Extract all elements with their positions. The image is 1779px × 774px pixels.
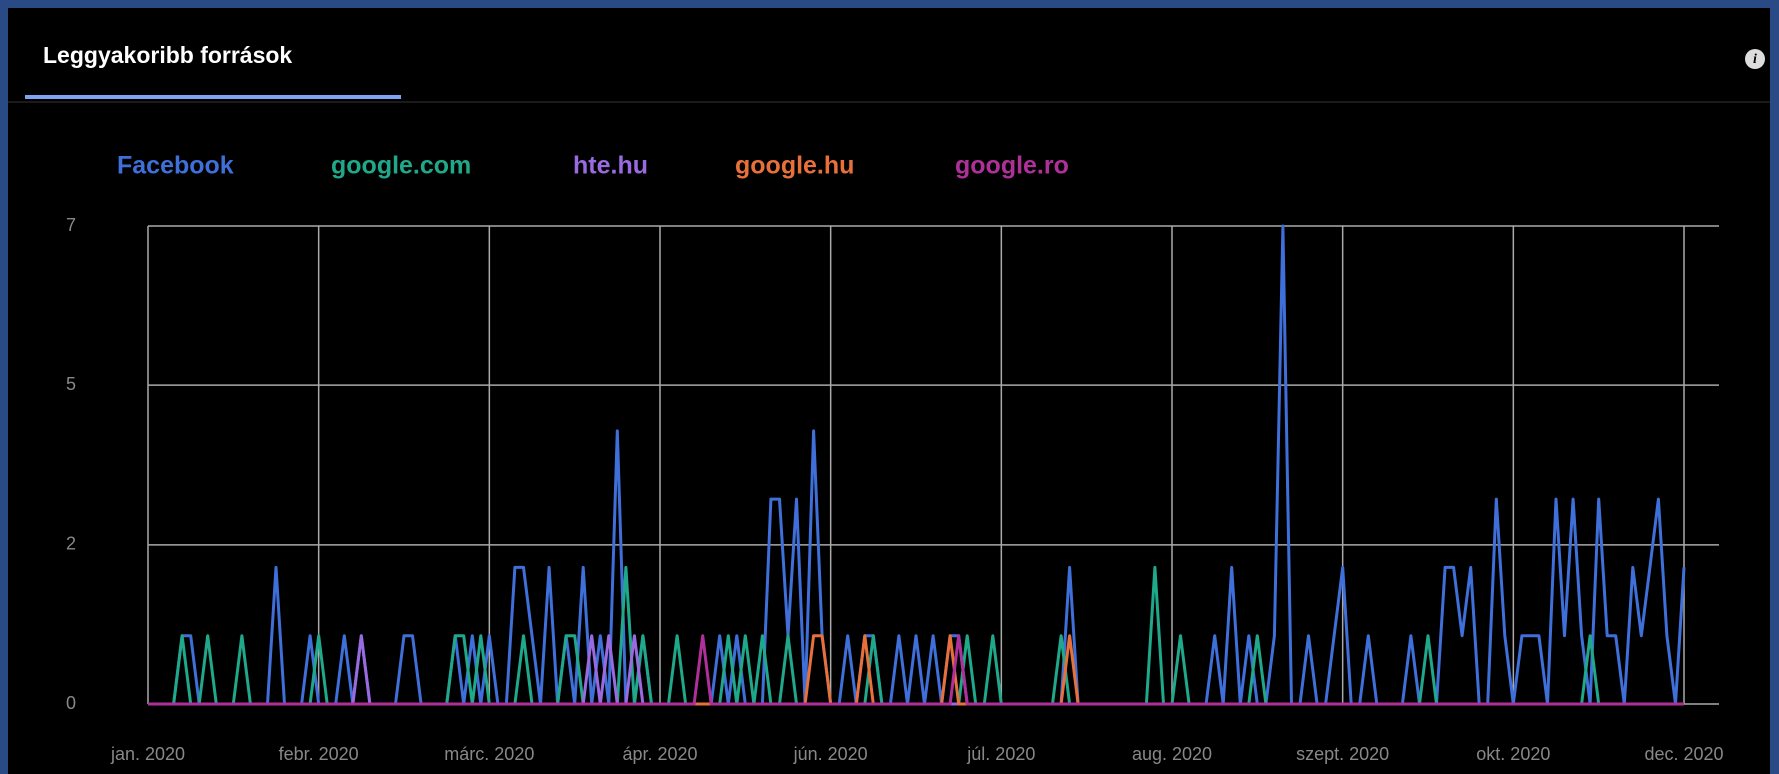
x-tick-label: dec. 2020	[1644, 744, 1723, 764]
series-line	[148, 224, 1686, 706]
x-tick-label: jún. 2020	[793, 744, 868, 764]
y-tick-label: 5	[66, 374, 76, 394]
x-tick-label: febr. 2020	[279, 744, 359, 764]
info-glyph: i	[1753, 52, 1757, 67]
x-tick-label: szept. 2020	[1296, 744, 1389, 764]
y-tick-label: 0	[66, 693, 76, 713]
tab-underline	[25, 95, 401, 99]
tab-title[interactable]: Leggyakoribb források	[43, 42, 292, 68]
x-tick-label: júl. 2020	[966, 744, 1035, 764]
y-tick-label: 2	[66, 534, 76, 554]
x-tick-label: márc. 2020	[444, 744, 534, 764]
legend-entry: google.hu	[735, 152, 854, 180]
legend-entry: hte.hu	[573, 152, 648, 180]
legend-entry: Facebook	[117, 152, 234, 180]
legend-entry: google.com	[331, 152, 471, 180]
y-tick-label: 7	[66, 215, 76, 235]
x-tick-label: ápr. 2020	[622, 744, 697, 764]
series-line	[148, 634, 1684, 706]
x-tick-label: okt. 2020	[1476, 744, 1550, 764]
legend-entry: google.ro	[955, 152, 1069, 180]
x-tick-label: jan. 2020	[110, 744, 185, 764]
info-icon[interactable]	[1745, 49, 1765, 69]
x-tick-label: aug. 2020	[1132, 744, 1212, 764]
